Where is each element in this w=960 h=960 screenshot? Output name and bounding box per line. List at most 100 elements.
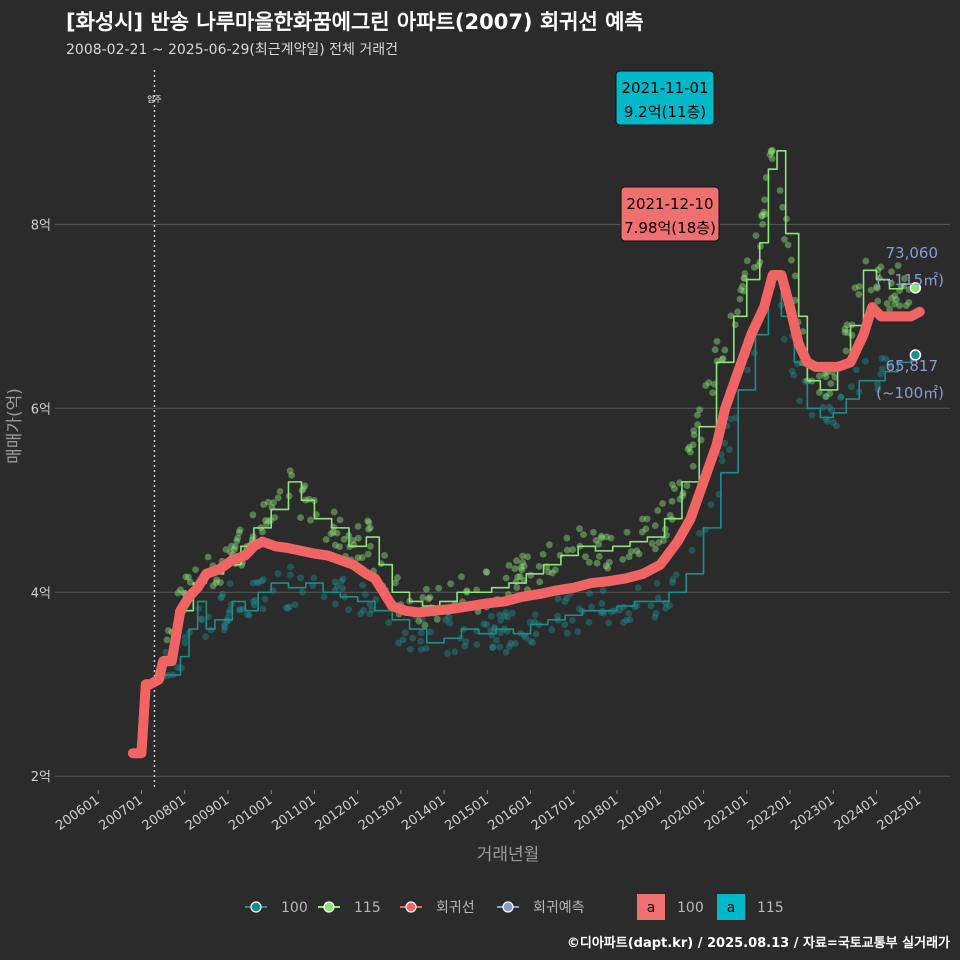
transaction-point <box>238 561 246 569</box>
transaction-point <box>228 542 235 550</box>
transaction-point <box>634 584 642 592</box>
transaction-point <box>446 619 454 627</box>
transaction-point <box>651 522 659 529</box>
transaction-point <box>445 613 453 621</box>
transaction-point <box>633 602 641 610</box>
transaction-point <box>463 587 471 595</box>
series-lines <box>127 149 925 759</box>
transaction-point <box>848 331 856 339</box>
transaction-point <box>365 519 373 526</box>
transaction-point <box>891 300 899 308</box>
legend-label: 회귀선 <box>436 900 475 916</box>
transaction-point <box>888 294 895 302</box>
transaction-point <box>563 534 571 542</box>
transaction-point <box>827 380 835 387</box>
transaction-point <box>366 610 374 618</box>
transaction-point <box>276 487 284 495</box>
legend-key-dot <box>323 901 335 913</box>
transaction-point <box>569 546 577 554</box>
transaction-point <box>687 448 694 456</box>
transaction-point <box>181 633 189 641</box>
transaction-point <box>192 566 199 573</box>
transaction-point <box>719 355 727 362</box>
transaction-point <box>808 411 816 419</box>
transaction-point <box>575 605 583 613</box>
transaction-point <box>496 643 504 651</box>
transaction-point <box>653 579 661 587</box>
transaction-point <box>226 580 234 587</box>
transaction-point <box>545 541 553 549</box>
x-tick-label: 201001 <box>226 793 275 834</box>
transaction-point <box>563 546 571 554</box>
transaction-point <box>796 397 804 405</box>
end-label-area: (~115㎡) <box>876 271 944 289</box>
transaction-point <box>357 610 365 618</box>
transaction-point <box>322 536 330 543</box>
transaction-point <box>395 639 403 647</box>
transaction-point <box>891 292 899 300</box>
transaction-point <box>368 606 376 614</box>
transaction-point <box>623 616 630 624</box>
transaction-point <box>761 210 769 218</box>
transaction-point <box>726 446 733 454</box>
transaction-point <box>309 582 317 590</box>
legend-key-glyph: a <box>647 900 656 916</box>
transaction-point <box>336 543 343 551</box>
grid <box>55 223 950 777</box>
transaction-point <box>604 564 612 572</box>
transaction-point <box>518 566 526 574</box>
transaction-point <box>666 511 674 519</box>
annotation-value: 9.2억(11층) <box>624 103 706 121</box>
transaction-point <box>274 570 282 577</box>
transaction-point <box>174 589 182 597</box>
transaction-point <box>873 284 881 292</box>
footer-credit: ©디아파트(dapt.kr) / 2025.08.13 / 자료=국토교통부 실… <box>567 935 950 951</box>
transaction-point <box>574 628 582 635</box>
end-labels: 73,060 (~115㎡) 65,817 (~100㎡) <box>876 244 944 402</box>
transaction-point <box>707 501 715 509</box>
transaction-point <box>783 215 790 223</box>
transaction-point <box>689 441 697 449</box>
transaction-point <box>602 562 610 570</box>
x-tick-label: 200901 <box>183 793 232 834</box>
transaction-point <box>874 297 882 305</box>
transaction-point <box>713 337 721 345</box>
transaction-point <box>867 286 875 294</box>
transaction-point <box>261 595 269 603</box>
transaction-point <box>217 579 224 586</box>
transaction-point <box>607 534 615 542</box>
transaction-point <box>626 616 634 624</box>
transaction-point <box>496 629 504 637</box>
transaction-point <box>243 611 251 619</box>
transaction-point <box>422 645 430 652</box>
transaction-point <box>234 534 242 542</box>
transaction-point <box>513 584 521 591</box>
transaction-point <box>230 546 238 553</box>
transaction-point <box>250 601 258 609</box>
transaction-point <box>421 621 429 629</box>
legend-key-dot <box>405 901 417 913</box>
transaction-point <box>718 451 725 459</box>
transaction-point <box>791 272 799 280</box>
series-100-end-point <box>909 349 922 361</box>
transaction-point <box>502 608 510 616</box>
transaction-point <box>249 511 257 519</box>
transaction-point <box>444 650 451 657</box>
transaction-point <box>331 578 339 586</box>
transaction-point <box>643 515 651 523</box>
transaction-point <box>688 547 696 554</box>
x-tick-label: 200601 <box>53 793 102 834</box>
transaction-point <box>619 555 627 563</box>
transaction-point <box>824 417 831 425</box>
transaction-point <box>882 355 890 363</box>
transaction-point <box>536 578 544 586</box>
transaction-point <box>702 382 710 389</box>
transaction-point <box>297 574 305 582</box>
transaction-point <box>451 648 459 656</box>
transaction-point <box>750 264 758 271</box>
transaction-point <box>654 594 662 602</box>
chart-subtitle: 2008-02-21 ~ 2025-06-29(최근계약일) 전체 거래건 <box>66 42 398 58</box>
transaction-point <box>263 521 270 528</box>
transaction-point <box>539 550 547 558</box>
regression-line <box>127 269 925 759</box>
